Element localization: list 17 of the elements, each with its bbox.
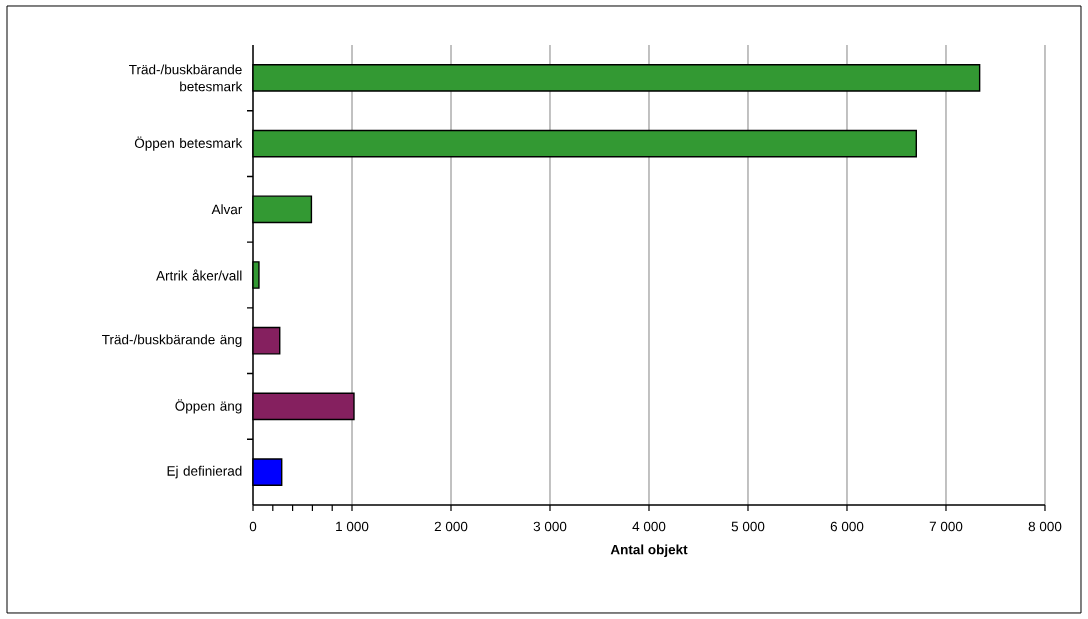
x-tick-label: 1 000 [336, 521, 369, 532]
y-tick-label: Träd-/buskbärande äng [102, 334, 242, 348]
y-tick-label: Artrik åker/vall [156, 269, 242, 281]
y-tick-label: Öppen betesmark [134, 136, 243, 151]
x-tick-label: 0 [249, 521, 257, 532]
x-tick-label: 5 000 [731, 521, 765, 532]
y-tick-label: Öppen äng [175, 399, 242, 414]
x-tick-label: 4 000 [632, 521, 666, 532]
y-tick-label: Ej definierad [167, 465, 242, 479]
x-tick-label: 2 000 [434, 521, 468, 532]
y-tick-label: Träd-/buskbärande betesmark [129, 64, 243, 92]
x-axis-title: Antal objekt [610, 544, 688, 558]
y-tick-label: Alvar [211, 204, 243, 215]
x-tick-label: 6 000 [830, 521, 864, 532]
x-tick-label: 3 000 [533, 521, 567, 532]
x-tick-label: 7 000 [929, 521, 963, 532]
x-tick-label: 8 000 [1028, 521, 1062, 532]
